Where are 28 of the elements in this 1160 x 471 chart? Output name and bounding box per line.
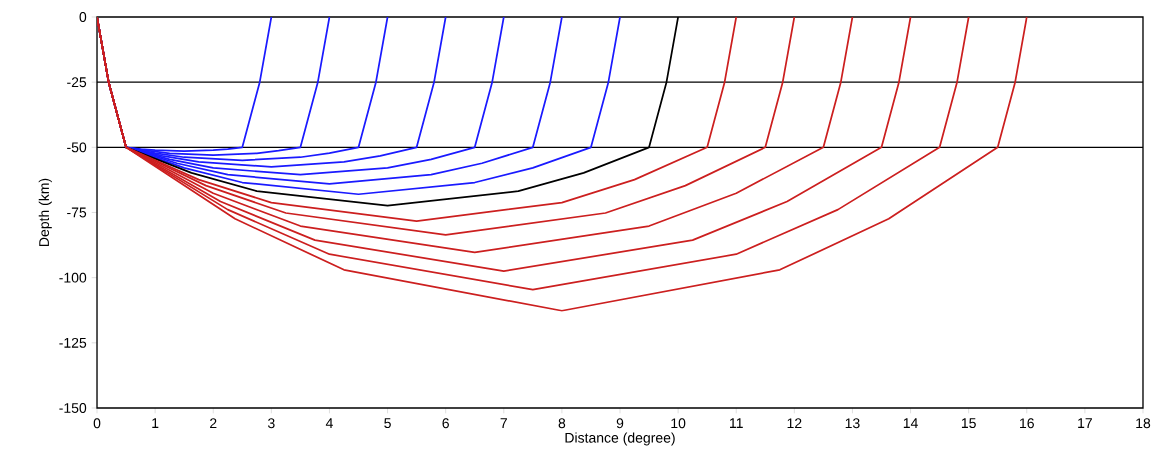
- x-tick-label: 18: [1136, 418, 1151, 429]
- x-tick-label: 4: [325, 418, 333, 428]
- x-tick-label: 16: [1020, 418, 1034, 429]
- y-tick-label: -75: [67, 207, 87, 218]
- y-tick-label: -125: [59, 337, 87, 348]
- x-tick-label: 3: [267, 418, 275, 429]
- y-tick-label: -50: [67, 142, 87, 153]
- x-tick-label: 10: [671, 418, 686, 429]
- x-tick-label: 5: [384, 418, 391, 429]
- y-axis-title: Depth (km): [38, 178, 52, 246]
- x-axis-title: Distance (degree): [565, 432, 675, 446]
- x-tick-label: 12: [787, 418, 802, 429]
- x-tick-label: 14: [903, 418, 918, 428]
- y-tick-label: 0: [79, 12, 87, 22]
- x-tick-label: 0: [93, 418, 101, 429]
- y-tick-label: -100: [59, 272, 87, 283]
- y-tick-label: -25: [67, 77, 87, 88]
- x-tick-label: 1: [152, 418, 159, 428]
- y-tick-label: -150: [59, 403, 87, 413]
- x-tick-label: 8: [558, 418, 566, 429]
- x-tick-label: 2: [210, 418, 217, 429]
- x-tick-label: 6: [442, 418, 449, 429]
- x-tick-label: 15: [961, 418, 976, 429]
- x-tick-label: 7: [500, 418, 507, 428]
- x-tick-label: 17: [1078, 418, 1092, 428]
- x-tick-label: 11: [730, 418, 743, 428]
- x-tick-label: 9: [616, 418, 624, 429]
- x-tick-label: 13: [845, 418, 860, 429]
